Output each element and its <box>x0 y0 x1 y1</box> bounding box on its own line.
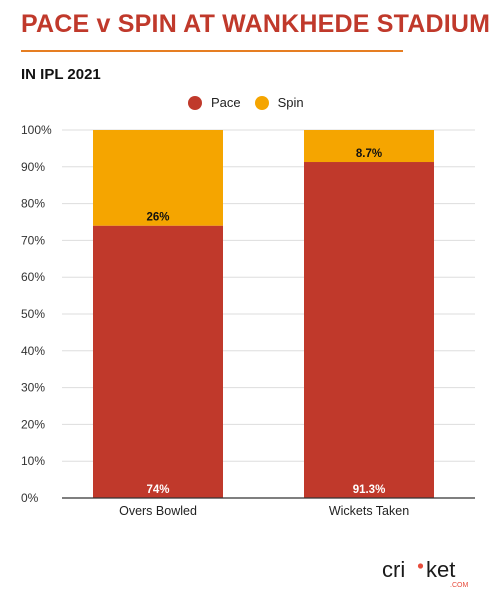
y-tick-label: 90% <box>21 160 45 174</box>
logo-text-cri: cri <box>382 557 405 582</box>
logo-tagline: .COM <box>450 582 468 589</box>
logo-dot <box>417 563 424 569</box>
data-label: 74% <box>146 484 169 496</box>
data-label: 26% <box>146 212 169 224</box>
data-label: 91.3% <box>353 484 386 496</box>
y-tick-label: 30% <box>21 381 45 395</box>
y-tick-label: 10% <box>21 454 45 468</box>
legend-swatch-pace <box>188 95 202 110</box>
x-tick-label: Overs Bowled <box>119 504 197 518</box>
legend-label-spin: Spin <box>277 95 304 110</box>
bar-pace <box>304 162 434 499</box>
legend-item-pace: Pace <box>188 95 241 110</box>
chart-legend: Pace Spin <box>188 95 318 110</box>
y-tick-label: 40% <box>21 344 45 358</box>
y-tick-label: 80% <box>21 197 45 211</box>
legend-swatch-spin <box>254 95 269 110</box>
legend-item-spin: Spin <box>254 95 304 110</box>
chart-subtitle: IN IPL 2021 <box>21 66 101 83</box>
y-tick-label: 50% <box>21 307 45 321</box>
y-tick-label: 20% <box>21 417 45 431</box>
y-tick-label: 70% <box>21 233 45 247</box>
chart-title: PACE v SPIN AT WANKHEDE STADIUM <box>21 10 491 38</box>
data-label: 8.7% <box>356 148 382 160</box>
bar-spin <box>304 130 434 163</box>
y-tick-label: 0% <box>21 491 39 505</box>
y-tick-label: 100% <box>21 123 52 137</box>
bar-spin <box>93 130 223 226</box>
bar-pace <box>93 225 223 498</box>
x-tick-label: Wickets Taken <box>329 504 409 518</box>
logo-text-ket: ket <box>426 557 455 582</box>
cricket-com-logo: cri ket .COM <box>382 557 468 589</box>
title-underline <box>21 50 403 52</box>
y-tick-label: 60% <box>21 270 45 284</box>
legend-label-pace: Pace <box>211 95 241 110</box>
